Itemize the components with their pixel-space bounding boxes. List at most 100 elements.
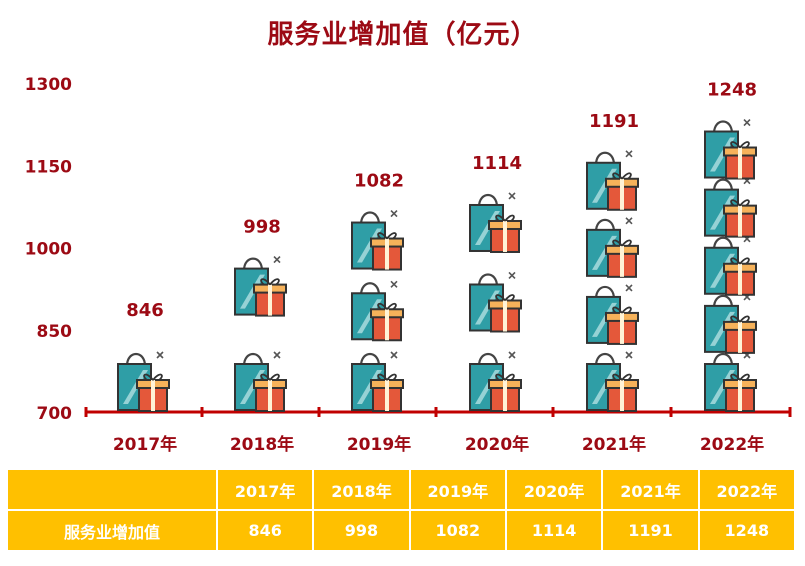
bag-stripe bbox=[240, 274, 265, 309]
bag-gift-icon bbox=[586, 351, 639, 412]
bag-gift-icon bbox=[704, 118, 757, 180]
sparkle-mark bbox=[508, 192, 516, 200]
bag-stripe bbox=[710, 195, 735, 230]
gift-bow bbox=[730, 141, 750, 149]
bag-handle bbox=[594, 285, 616, 300]
y-tick-label: 1000 bbox=[25, 240, 72, 260]
table-header-row: 2017年 2018年 2019年 2020年 2021年 2022年 bbox=[6, 468, 797, 511]
gift-bow bbox=[730, 257, 750, 265]
bag-handle bbox=[594, 151, 616, 165]
bag-gift-icon bbox=[234, 256, 287, 317]
gift-bow bbox=[730, 315, 750, 323]
y-tick-label: 1300 bbox=[25, 75, 72, 95]
bag-handle bbox=[242, 352, 264, 367]
bag-gift-icon bbox=[586, 217, 639, 278]
x-tick-label: 2022年 bbox=[700, 434, 764, 455]
bag-stripe bbox=[592, 235, 617, 270]
data-label: 1191 bbox=[589, 111, 639, 132]
bag-gift-icon bbox=[351, 209, 404, 271]
gift-bow bbox=[377, 373, 397, 381]
bag-gift-icon bbox=[351, 351, 404, 412]
table-header-cell: 2019年 bbox=[408, 468, 507, 511]
gift-bow bbox=[495, 373, 515, 381]
bag-handle bbox=[594, 352, 616, 367]
gift-bow bbox=[730, 373, 750, 381]
x-tick-label: 2019年 bbox=[347, 434, 411, 455]
table-cell: 1082 bbox=[408, 509, 507, 552]
bag-stripe bbox=[357, 228, 382, 263]
x-tick-label: 2017年 bbox=[113, 434, 177, 455]
sparkle-mark bbox=[625, 351, 633, 359]
bag-gift-icon bbox=[469, 351, 522, 412]
table-header-cell: 2018年 bbox=[312, 468, 411, 511]
table-header-cell: 2017年 bbox=[215, 468, 315, 511]
sparkle-mark bbox=[508, 351, 516, 359]
chart-title: 服务业增加值（亿元） bbox=[267, 20, 538, 50]
bag-gift-icon bbox=[117, 351, 170, 412]
bag-gift-icon bbox=[704, 293, 757, 354]
bag-handle bbox=[712, 294, 734, 308]
bag-handle bbox=[359, 211, 381, 225]
sparkle-mark bbox=[390, 209, 398, 218]
table-row-label: 服务业增加值 bbox=[6, 509, 218, 552]
sparkle-mark bbox=[273, 351, 281, 359]
bag-handle bbox=[594, 218, 616, 232]
gift-bow bbox=[260, 278, 280, 286]
bag-stripe bbox=[710, 370, 735, 404]
data-label: 998 bbox=[243, 217, 281, 238]
bag-stripe bbox=[475, 290, 500, 325]
sparkle-mark bbox=[390, 351, 398, 359]
bag-stripe bbox=[475, 370, 500, 404]
gift-bow bbox=[260, 373, 280, 381]
gift-bow bbox=[612, 306, 632, 314]
bag-gift-icon bbox=[704, 235, 757, 296]
bag-handle bbox=[712, 352, 734, 367]
bag-handle bbox=[712, 236, 734, 250]
bag-gift-icon bbox=[704, 351, 757, 412]
sparkle-mark bbox=[508, 271, 516, 280]
gift-bow bbox=[730, 199, 750, 207]
bag-handle bbox=[477, 352, 499, 367]
bag-stripe bbox=[475, 210, 500, 245]
bag-stripe bbox=[592, 302, 617, 337]
bag-handle bbox=[712, 178, 734, 192]
bag-stripe bbox=[240, 370, 265, 404]
table-cell: 1191 bbox=[601, 509, 700, 552]
bag-gift-icon bbox=[234, 351, 287, 412]
bag-handle bbox=[712, 120, 734, 134]
gift-bow bbox=[377, 302, 397, 311]
y-tick-label: 700 bbox=[37, 404, 73, 424]
gift-bow bbox=[612, 172, 632, 180]
y-tick-label: 850 bbox=[37, 322, 73, 342]
bag-handle bbox=[359, 282, 381, 296]
table-row: 服务业增加值 846 998 1082 1114 1191 1248 bbox=[6, 509, 797, 552]
bag-gift-icon bbox=[469, 192, 522, 253]
gift-bow bbox=[495, 214, 515, 222]
table-cell: 1114 bbox=[504, 509, 604, 552]
bag-stripe bbox=[592, 168, 617, 203]
table-header-cell: 2022年 bbox=[697, 468, 797, 511]
bag-gift-icon bbox=[586, 284, 639, 345]
bag-stripe bbox=[710, 137, 735, 172]
sparkle-mark bbox=[625, 150, 633, 158]
sparkle-mark bbox=[625, 217, 633, 225]
gift-bow bbox=[495, 294, 515, 302]
bag-gift-icon bbox=[351, 280, 404, 342]
bag-stripe bbox=[592, 370, 617, 404]
bag-handle bbox=[125, 352, 147, 367]
bag-stripe bbox=[710, 311, 735, 346]
gift-bow bbox=[377, 232, 397, 240]
data-label: 1248 bbox=[707, 80, 757, 101]
bag-handle bbox=[477, 193, 499, 208]
bag-stripe bbox=[357, 370, 382, 404]
table-header-empty bbox=[6, 468, 218, 511]
sparkle-mark bbox=[273, 256, 281, 264]
bag-gift-icon bbox=[704, 177, 757, 238]
bag-stripe bbox=[357, 299, 382, 334]
gift-bow bbox=[143, 373, 163, 381]
x-tick-label: 2021年 bbox=[582, 434, 646, 455]
bag-stripe bbox=[123, 370, 148, 404]
gift-bow bbox=[612, 373, 632, 381]
x-tick-label: 2018年 bbox=[230, 434, 294, 455]
chart-area: 700 850 1000 1150 1300 846 2017年 998 2018年 1082 20… bbox=[25, 75, 792, 455]
